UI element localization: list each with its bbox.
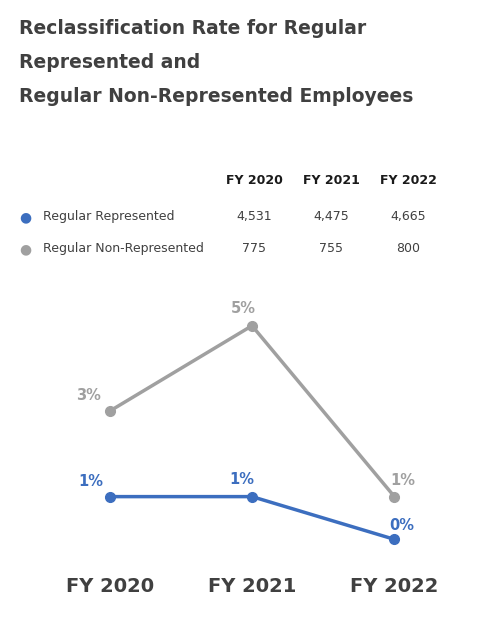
Text: 775: 775 <box>242 242 266 255</box>
Text: 1%: 1% <box>79 474 104 489</box>
Text: 4,475: 4,475 <box>313 210 349 223</box>
Text: Regular Represented: Regular Represented <box>43 210 175 223</box>
Text: FY 2020: FY 2020 <box>226 174 283 188</box>
Text: Regular Non-Represented: Regular Non-Represented <box>43 242 204 255</box>
Text: FY 2021: FY 2021 <box>303 174 360 188</box>
Text: 1%: 1% <box>390 473 416 488</box>
Text: 0%: 0% <box>389 518 414 533</box>
Text: 755: 755 <box>319 242 343 255</box>
Text: ●: ● <box>19 242 31 256</box>
Text: 800: 800 <box>396 242 420 255</box>
Text: ●: ● <box>19 210 31 224</box>
Text: 1%: 1% <box>229 472 254 487</box>
Text: 4,531: 4,531 <box>237 210 272 223</box>
Text: Represented and: Represented and <box>19 53 201 72</box>
Text: Reclassification Rate for Regular: Reclassification Rate for Regular <box>19 19 366 37</box>
Text: FY 2022: FY 2022 <box>380 174 436 188</box>
Text: 3%: 3% <box>76 388 101 402</box>
Text: 4,665: 4,665 <box>390 210 426 223</box>
Text: Regular Non-Represented Employees: Regular Non-Represented Employees <box>19 87 414 106</box>
Text: 5%: 5% <box>231 302 256 316</box>
